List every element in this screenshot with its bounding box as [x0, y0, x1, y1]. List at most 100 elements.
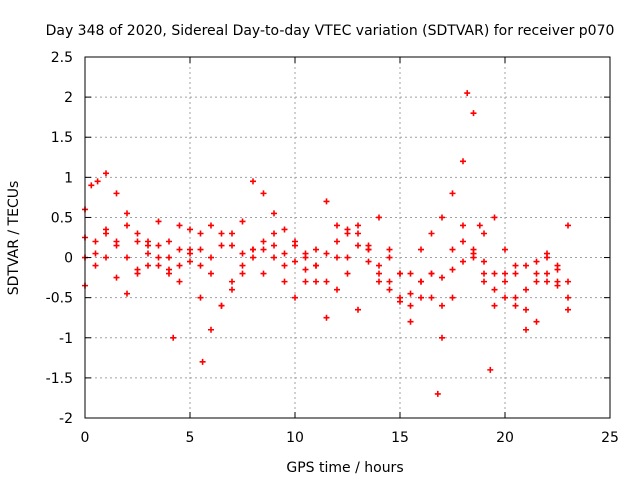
axis-ticks: 0 5 10 15 20 25 -2 -1.5 -1 -0.5 0 0.5 1 1.5 2 2.5: [46, 50, 619, 446]
data-point: [376, 262, 382, 269]
data-point: [239, 218, 246, 225]
data-point: [302, 278, 309, 285]
data-point: [302, 254, 309, 261]
data-point: [166, 254, 172, 261]
data-point: [323, 250, 330, 257]
data-point: [271, 242, 277, 249]
data-point: [502, 246, 508, 253]
data-point: [386, 278, 393, 285]
data-point: [208, 222, 214, 229]
x-tick-label: 15: [391, 430, 409, 446]
data-point: [250, 254, 256, 261]
data-point: [407, 270, 414, 277]
y-tick-label: 2: [64, 90, 73, 106]
data-point: [281, 278, 288, 285]
data-point: [439, 302, 445, 309]
data-point: [491, 270, 498, 277]
data-point: [418, 278, 424, 285]
data-point: [103, 254, 109, 261]
y-tick-label: 1.5: [51, 130, 73, 146]
data-points: [82, 90, 571, 397]
data-point: [166, 238, 172, 245]
data-point: [239, 250, 246, 257]
data-point: [92, 250, 99, 257]
y-tick-label: 2.5: [51, 50, 73, 66]
data-point: [260, 238, 267, 245]
data-point: [260, 190, 267, 197]
data-point: [512, 262, 519, 269]
data-point: [145, 250, 151, 257]
data-point: [418, 294, 424, 301]
data-point: [355, 242, 361, 249]
data-point: [397, 294, 403, 301]
data-point: [323, 314, 330, 321]
x-tick-label: 5: [186, 430, 195, 446]
data-point: [491, 302, 498, 309]
data-point: [407, 290, 414, 297]
data-point: [208, 254, 214, 261]
data-point: [439, 334, 445, 341]
y-axis-label: SDTVAR / TECUs: [6, 181, 22, 296]
data-point: [487, 366, 494, 373]
data-point: [428, 230, 435, 237]
data-point: [313, 278, 319, 285]
data-point: [155, 218, 162, 225]
data-point: [313, 262, 319, 269]
data-point: [460, 258, 466, 265]
data-point: [407, 302, 414, 309]
data-point: [260, 246, 267, 253]
data-point: [313, 246, 319, 253]
data-point: [103, 170, 109, 177]
data-point: [344, 226, 351, 233]
data-point: [334, 286, 340, 293]
data-point: [523, 326, 529, 333]
data-point: [281, 226, 288, 233]
data-point: [476, 222, 483, 229]
data-point: [344, 254, 351, 261]
data-point: [323, 278, 330, 285]
data-point: [134, 238, 141, 245]
data-point: [334, 254, 340, 261]
x-axis-label: GPS time / hours: [286, 460, 403, 476]
data-point: [250, 178, 256, 185]
y-tick-label: 0.5: [51, 210, 73, 226]
data-point: [481, 270, 487, 277]
data-point: [197, 230, 204, 237]
data-point: [176, 278, 183, 285]
data-point: [439, 214, 445, 221]
data-point: [449, 190, 456, 197]
data-point: [565, 294, 571, 301]
data-point: [302, 266, 309, 273]
data-point: [491, 286, 498, 293]
data-point: [155, 254, 162, 261]
data-point: [229, 286, 235, 293]
data-point: [449, 266, 456, 273]
grid: [85, 57, 610, 418]
data-point: [281, 250, 288, 257]
data-point: [512, 270, 519, 277]
data-point: [464, 90, 471, 97]
data-point: [176, 246, 183, 253]
data-point: [470, 254, 477, 261]
data-point: [355, 230, 361, 237]
data-point: [386, 246, 393, 253]
data-point: [449, 246, 456, 253]
data-point: [365, 246, 372, 253]
data-point: [208, 326, 214, 333]
data-point: [292, 242, 298, 249]
data-point: [155, 242, 162, 249]
series-track-c: [82, 198, 571, 397]
data-point: [229, 230, 235, 237]
data-point: [94, 178, 101, 185]
data-point: [229, 278, 235, 285]
data-point: [176, 262, 183, 269]
data-point: [428, 294, 435, 301]
data-point: [481, 258, 487, 265]
data-point: [544, 254, 550, 261]
data-point: [208, 270, 214, 277]
data-point: [218, 302, 225, 309]
data-point: [397, 270, 403, 277]
data-point: [449, 294, 456, 301]
data-point: [187, 258, 193, 265]
x-tick-label: 10: [286, 430, 304, 446]
